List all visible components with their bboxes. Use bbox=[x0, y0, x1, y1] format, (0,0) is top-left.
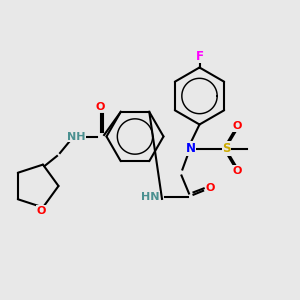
Text: O: O bbox=[96, 101, 105, 112]
Text: NH: NH bbox=[67, 131, 85, 142]
Text: O: O bbox=[233, 121, 242, 131]
Text: O: O bbox=[37, 206, 46, 216]
Text: O: O bbox=[205, 183, 215, 193]
Text: S: S bbox=[222, 142, 231, 155]
Text: N: N bbox=[185, 142, 196, 155]
Text: HN: HN bbox=[140, 191, 159, 202]
Text: O: O bbox=[233, 166, 242, 176]
Text: F: F bbox=[196, 50, 203, 63]
